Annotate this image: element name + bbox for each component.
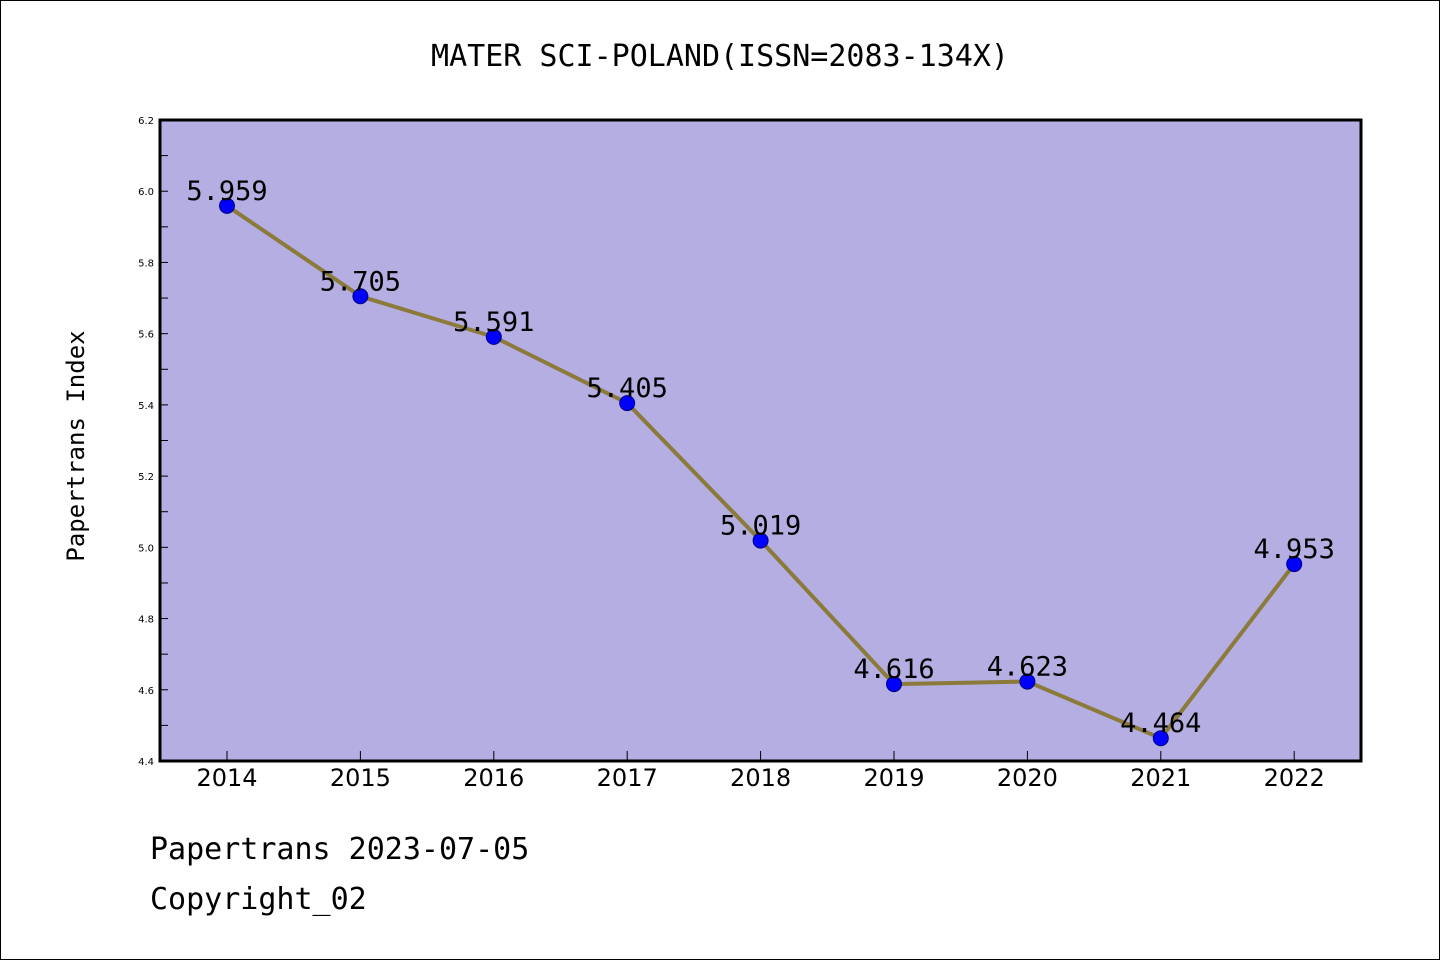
data-label: 5.705 — [320, 266, 401, 297]
y-tick-label: 4.4 — [138, 757, 154, 768]
x-tick-label: 2015 — [330, 764, 391, 792]
data-label: 4.616 — [853, 654, 934, 685]
data-label: 4.953 — [1254, 534, 1335, 565]
data-point — [485, 328, 502, 345]
data-point — [752, 532, 769, 549]
x-tick-label: 2016 — [463, 764, 524, 792]
footer-date: Papertrans 2023-07-05 — [150, 832, 530, 867]
data-point — [1019, 673, 1036, 690]
x-tick-label: 2022 — [1264, 764, 1325, 792]
data-label: 5.591 — [453, 307, 534, 338]
y-axis-label: Papertrans Index — [62, 330, 90, 561]
data-point — [352, 288, 369, 305]
y-tick-label: 5.0 — [138, 543, 154, 554]
y-tick-label: 4.8 — [138, 615, 154, 626]
x-tick-label: 2018 — [730, 764, 791, 792]
footer-copyright: Copyright_02 — [150, 882, 367, 917]
data-label: 4.464 — [1120, 708, 1201, 739]
x-tick-label: 2021 — [1130, 764, 1191, 792]
data-point — [219, 197, 235, 214]
data-label: 4.623 — [987, 652, 1068, 683]
data-label: 5.019 — [720, 511, 801, 542]
data-point — [1152, 730, 1169, 747]
y-tick-label: 4.6 — [138, 686, 154, 697]
data-label: 5.405 — [587, 373, 668, 404]
data-point — [619, 395, 636, 412]
y-tick-label: 5.6 — [138, 330, 154, 341]
x-tick-label: 2020 — [997, 764, 1058, 792]
chart-title: MATER SCI-POLAND(ISSN=2083-134X) — [431, 39, 1009, 74]
y-tick-label: 5.2 — [138, 472, 154, 483]
data-label: 5.959 — [186, 176, 267, 207]
plot-area — [158, 118, 1363, 763]
x-tick-label: 2014 — [196, 764, 257, 792]
x-tick-label: 2017 — [597, 764, 658, 792]
data-point — [886, 676, 902, 693]
y-tick-label: 6.2 — [138, 116, 154, 127]
x-tick-label: 2019 — [863, 764, 924, 792]
y-tick-label: 6.0 — [138, 187, 154, 198]
y-tick-label: 5.4 — [138, 401, 154, 412]
data-point — [1286, 556, 1303, 573]
y-tick-label: 5.8 — [138, 258, 154, 269]
